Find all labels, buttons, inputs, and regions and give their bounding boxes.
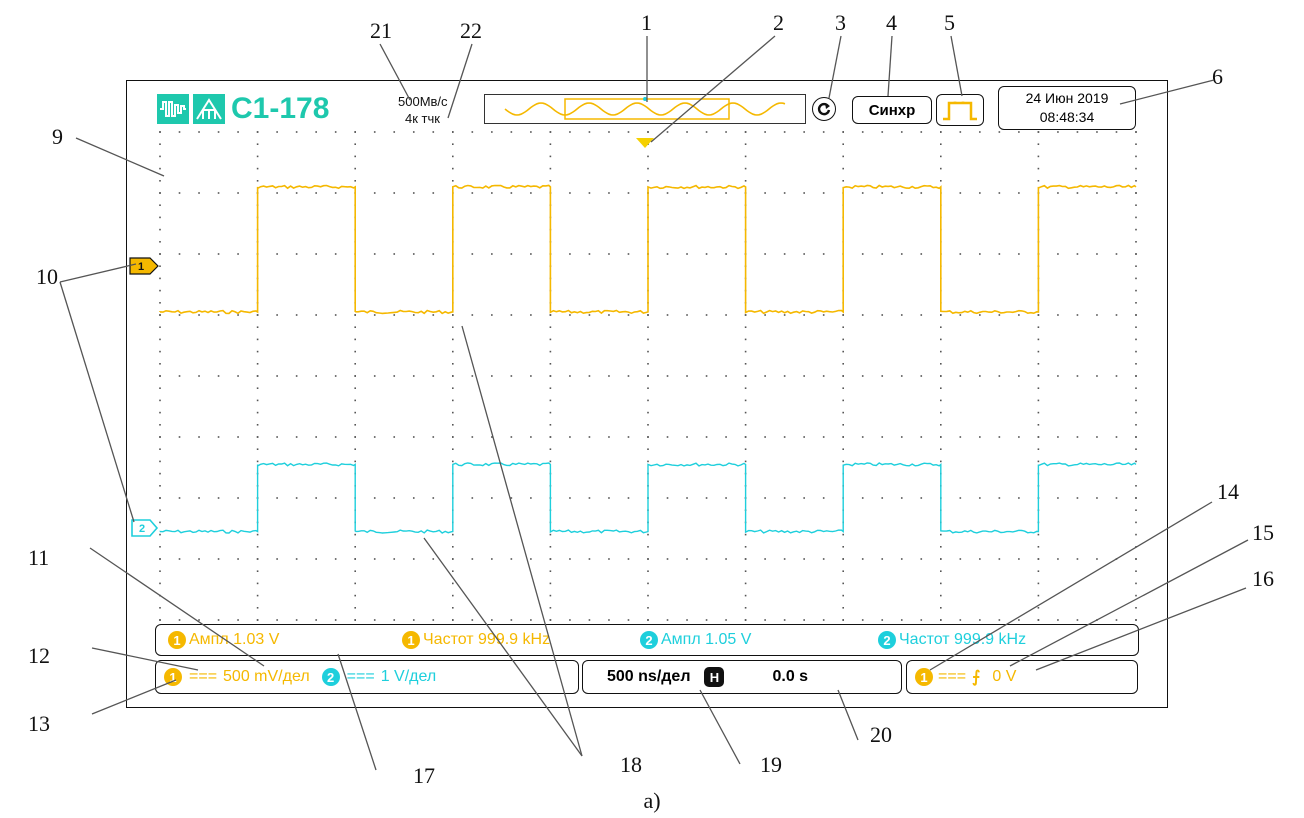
time: 08:48:34 — [1039, 109, 1095, 125]
measurement-text: Частот 999.9 kHz — [899, 631, 1027, 648]
measurement-bar: 1 Ампл 1.03 V 1 Частот 999.9 kHz 2 Ампл … — [155, 624, 1139, 656]
trigger-status[interactable]: Синхр — [852, 96, 932, 124]
ch2-badge: 2 — [640, 631, 658, 649]
measurement-ch1-amplitude: 1 Ампл 1.03 V — [168, 631, 279, 649]
ch2-volts-per-div: 1 V/дел — [380, 668, 437, 685]
ch1-badge: 1 — [164, 668, 182, 686]
measurement-ch2-amplitude: 2 Ампл 1.05 V — [640, 631, 751, 649]
callout-18: 18 — [620, 752, 642, 777]
ch2-trace — [159, 462, 1137, 534]
callout-16: 16 — [1252, 566, 1274, 591]
callout-1: 1 — [641, 10, 652, 35]
timebase-panel[interactable]: 500 ns/дел H 0.0 s — [582, 660, 902, 694]
callout-2: 2 — [773, 10, 784, 35]
svg-text:1: 1 — [138, 261, 144, 273]
ch2-badge: 2 — [321, 668, 340, 686]
measurement-ch1-frequency: 1 Частот 999.9 kHz — [402, 631, 550, 649]
measurement-text: Ампл 1.05 V — [661, 631, 752, 648]
callout-21: 21 — [370, 18, 392, 43]
ch1-volts-per-div: 500 mV/дел — [223, 668, 310, 685]
date: 24 Июн 2019 — [1025, 90, 1109, 106]
trigger-coupling: === — [938, 668, 967, 685]
memory-depth: 4к тчк — [405, 111, 440, 126]
callout-11: 11 — [28, 545, 50, 570]
ch1-badge: 1 — [168, 631, 186, 649]
callout-19: 19 — [760, 752, 782, 777]
callout-20: 20 — [870, 722, 892, 747]
model-name: С1-178 — [231, 92, 330, 125]
scope-display — [126, 80, 1168, 708]
callout-13: 13 — [28, 711, 50, 736]
vertical-scale-panel[interactable]: 1 === 500 mV/дел 2 === 1 V/дел — [155, 660, 579, 694]
callout-17: 17 — [413, 763, 435, 788]
callout-22: 22 — [460, 18, 482, 43]
rising-edge-icon: ⨍ — [972, 669, 981, 686]
trigger-source-badge: 1 — [915, 668, 933, 686]
callout-15: 15 — [1252, 520, 1274, 545]
horizontal-position: 0.0 s — [772, 668, 809, 685]
ch2-coupling: === — [346, 668, 375, 685]
ch2-ground-marker[interactable]: 2 — [131, 519, 159, 537]
callout-4: 4 — [886, 10, 897, 35]
ch1-coupling: === — [189, 668, 218, 685]
datetime-display: 24 Июн 2019 08:48:34 — [998, 86, 1136, 130]
time-per-div: 500 ns/дел — [607, 668, 691, 685]
measurement-text: Частот 999.9 kHz — [423, 631, 551, 648]
figure-caption: а) — [643, 788, 661, 813]
company-logo-icon — [193, 94, 225, 124]
measurement-text: Ампл 1.03 V — [189, 631, 280, 648]
horizontal-mode-badge: H — [704, 667, 725, 687]
callout-3: 3 — [835, 10, 846, 35]
callout-6: 6 — [1212, 64, 1223, 89]
svg-text:2: 2 — [139, 523, 145, 535]
waveform-logo-icon — [157, 94, 189, 124]
ch1-trace — [159, 184, 1137, 315]
trigger-position-marker — [636, 138, 654, 148]
waveform-memory-preview[interactable] — [484, 94, 806, 124]
trigger-level: 0 V — [992, 668, 1017, 685]
callout-9: 9 — [52, 124, 63, 149]
brand-logo: С1-178 — [157, 94, 329, 124]
refresh-icon[interactable] — [812, 97, 836, 121]
measurement-ch2-frequency: 2 Частот 999.9 kHz — [878, 631, 1026, 649]
ch2-badge: 2 — [878, 631, 896, 649]
ch1-ground-marker[interactable]: 1 — [129, 257, 159, 275]
callout-5: 5 — [944, 10, 955, 35]
trigger-panel[interactable]: 1 === ⨍ 0 V — [906, 660, 1138, 694]
sample-rate: 500Мв/с — [398, 94, 448, 109]
callout-12: 12 — [28, 643, 50, 668]
callout-14: 14 — [1217, 479, 1239, 504]
pulse-icon[interactable] — [936, 94, 984, 126]
callout-10: 10 — [36, 264, 58, 289]
ch1-badge: 1 — [402, 631, 420, 649]
